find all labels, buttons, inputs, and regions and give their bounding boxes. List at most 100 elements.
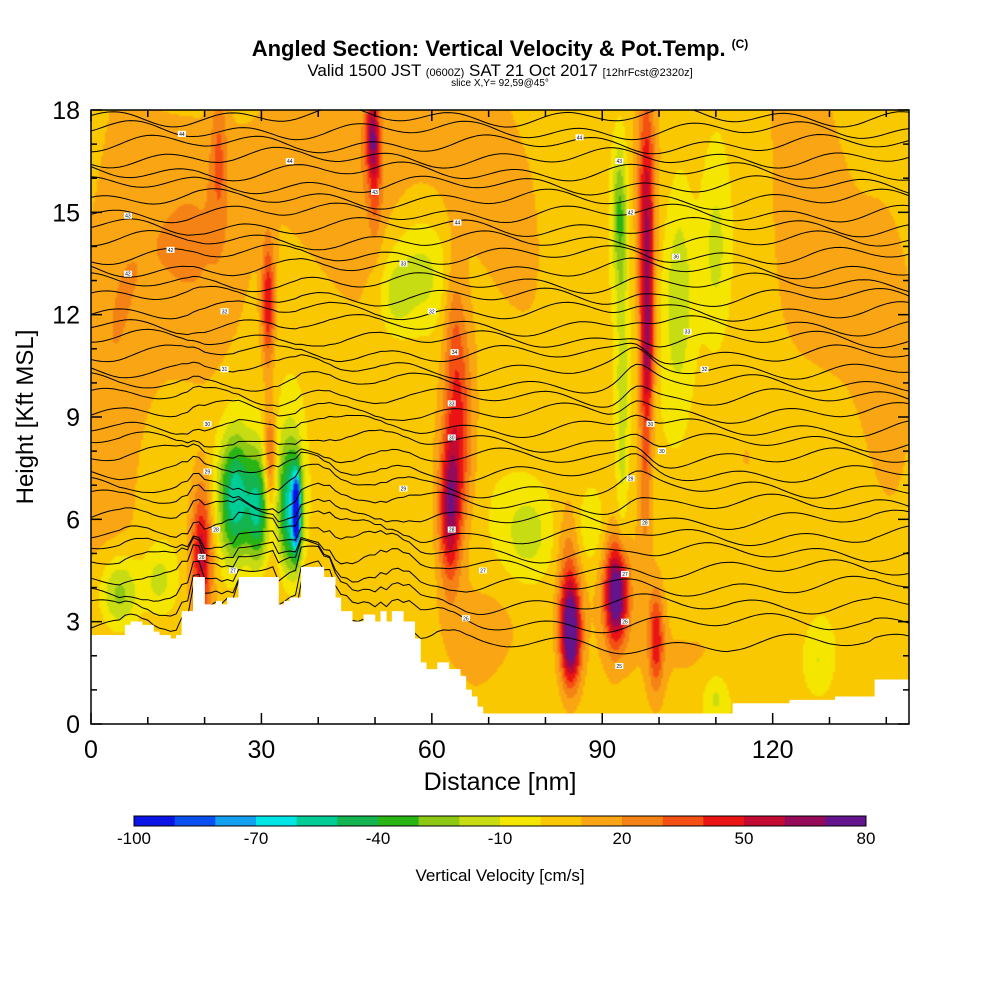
colorbar-swatch (378, 816, 420, 826)
contour-label: 28 (642, 521, 648, 527)
colorbar-swatch (784, 816, 826, 826)
isentrope-line (91, 133, 909, 155)
isentrope-line (91, 216, 909, 238)
isentrope-line (91, 300, 909, 322)
contour-label: 30 (449, 435, 455, 441)
contour-label: 30 (205, 422, 211, 428)
isentrope-line (91, 385, 909, 408)
x-tick-label: 0 (84, 736, 98, 764)
contour-label: 43 (617, 159, 623, 165)
isentrope-line (91, 482, 909, 516)
contour-label-bg (620, 618, 629, 625)
contour-label-bg (123, 212, 132, 219)
y-tick-label: 6 (66, 506, 80, 534)
isentrope-line (91, 175, 909, 196)
contour-label-bg (450, 349, 459, 356)
isentrope-line (91, 538, 909, 597)
contour-label: 32 (222, 309, 228, 315)
colorbar-tick-label: 50 (735, 829, 754, 848)
contour-label: 44 (455, 221, 461, 227)
colorbar-swatch (296, 816, 338, 826)
y-axis-label: Height [Kft MSL] (12, 330, 39, 505)
colorbar-swatch (622, 816, 664, 826)
y-tick-label: 18 (52, 97, 80, 125)
contour-label: 28 (199, 555, 205, 561)
contour-label: 36 (673, 255, 679, 261)
isentrope-line (91, 429, 909, 453)
colorbar-swatch (174, 816, 216, 826)
contour-label: 44 (287, 159, 293, 165)
contour-label: 43 (125, 214, 131, 220)
contour-label-bg (672, 253, 681, 260)
plot-area: 44 44 43 44 43 42 42 32 31 30 29 28 28 27 33 32 34 33 30 29… (90, 109, 910, 725)
forecast-info: [12hrFcst@2320z] (602, 67, 693, 79)
isentrope-line (91, 526, 909, 564)
terrain-mask (91, 566, 909, 724)
contour-label: 42 (628, 210, 634, 216)
colorbar-tick-label: -40 (366, 829, 391, 848)
contour-label-bg (620, 570, 629, 577)
contour-label-bg (683, 328, 692, 335)
colorbar-tick-label: -10 (488, 829, 513, 848)
colorbar-swatch (256, 816, 298, 826)
contour-label-bg (211, 526, 220, 533)
valid-date: SAT 21 Oct 2017 (469, 61, 598, 80)
chart-title: Angled Section: Vertical Velocity & Pot.… (0, 36, 1000, 62)
contour-label-bg (229, 567, 238, 574)
colorbar: -100 -70 -40 -10 20 50 80 (117, 815, 875, 848)
colorbar-swatch (581, 816, 623, 826)
colorbar-swatch (662, 816, 704, 826)
contour-label: 25 (617, 664, 623, 670)
contour-label: 43 (372, 190, 378, 196)
contour-label: 33 (685, 330, 691, 336)
isentrope-line (91, 257, 909, 280)
valid-prefix: Valid 1500 JST (307, 61, 422, 80)
contour-label-bg (447, 434, 456, 441)
isentrope-line (91, 443, 909, 469)
contour-label-bg (657, 448, 666, 455)
contour-label: 44 (577, 135, 583, 141)
contour-label-bg (220, 308, 229, 315)
copyright-mark: (C) (731, 37, 749, 51)
x-tick-label: 90 (588, 736, 616, 764)
isentrope-line (91, 545, 909, 616)
contour-label-bg (399, 485, 408, 492)
contour-label-bg (285, 158, 294, 165)
contour-label-bg (461, 615, 470, 622)
colorbar-swatch (418, 816, 460, 826)
contour-label: 32 (429, 309, 435, 315)
contour-label-bg (626, 209, 635, 216)
contour-label-bg (700, 366, 709, 373)
contour-label-bg (203, 468, 212, 475)
isentrope-line (91, 314, 909, 337)
x-axis: 0 30 60 90 120 (84, 110, 888, 764)
contour-label-bg (399, 260, 408, 267)
contour-label-bg (447, 526, 456, 533)
x-tick-label: 120 (752, 736, 794, 764)
chart-title-text: Angled Section: Vertical Velocity & Pot.… (251, 36, 726, 61)
isentrope-line (91, 161, 909, 182)
contour-label: 44 (179, 132, 185, 138)
isentrope-line (91, 363, 909, 394)
contour-label: 26 (622, 620, 628, 626)
isentrope-line (91, 498, 909, 531)
contour-label: 30 (659, 449, 665, 455)
contour-label: 31 (222, 367, 228, 373)
isentrope-line (91, 560, 909, 634)
isentrope-line (91, 342, 909, 365)
contour-label-bg (575, 134, 584, 141)
isentrope-line (91, 451, 909, 483)
contour-label-bg (615, 663, 624, 670)
isentrope-line (91, 414, 909, 439)
contour-label: 33 (449, 401, 455, 407)
colorbar-swatch (134, 816, 176, 826)
isentrope-line (91, 120, 909, 141)
contour-label: 28 (449, 528, 455, 534)
colorbar-swatch (459, 816, 501, 826)
isentrope-line (91, 285, 909, 307)
colorbar-frame (133, 815, 867, 827)
colorbar-swatch (825, 816, 867, 826)
contour-label-bg (640, 519, 649, 526)
contour-label-bg (626, 475, 635, 482)
contour-label: 27 (622, 572, 628, 578)
